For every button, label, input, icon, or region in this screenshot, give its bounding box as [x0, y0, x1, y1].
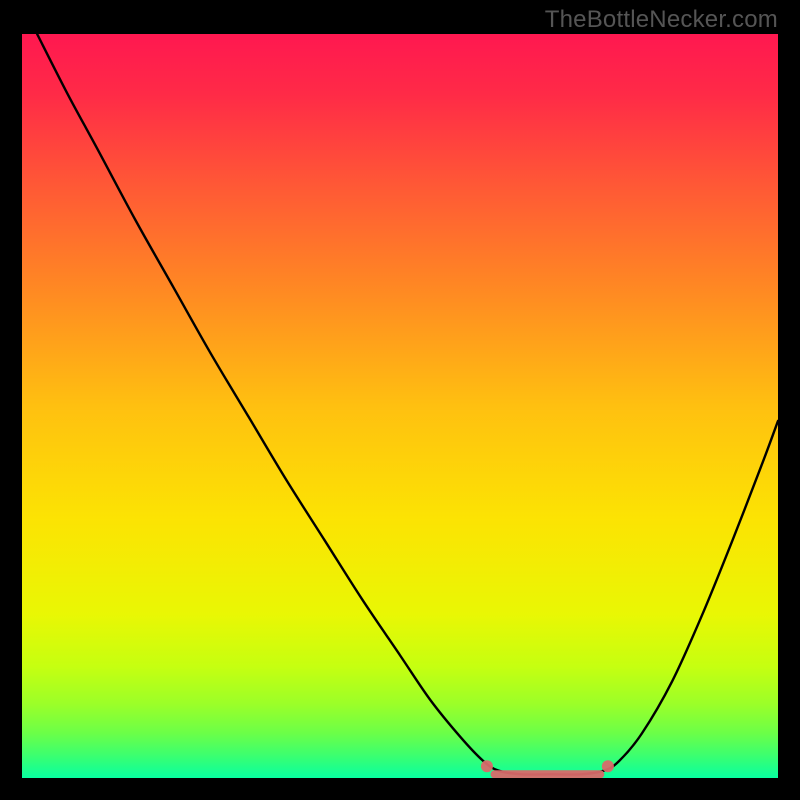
chart-svg [22, 34, 778, 778]
chart-frame: TheBottleNecker.com [0, 0, 800, 800]
minimum-band-dot-right [602, 760, 614, 772]
minimum-band-dot-left [481, 760, 493, 772]
gradient-background [22, 34, 778, 778]
watermark-text: TheBottleNecker.com [545, 6, 778, 34]
chart-plot-area [22, 34, 778, 778]
